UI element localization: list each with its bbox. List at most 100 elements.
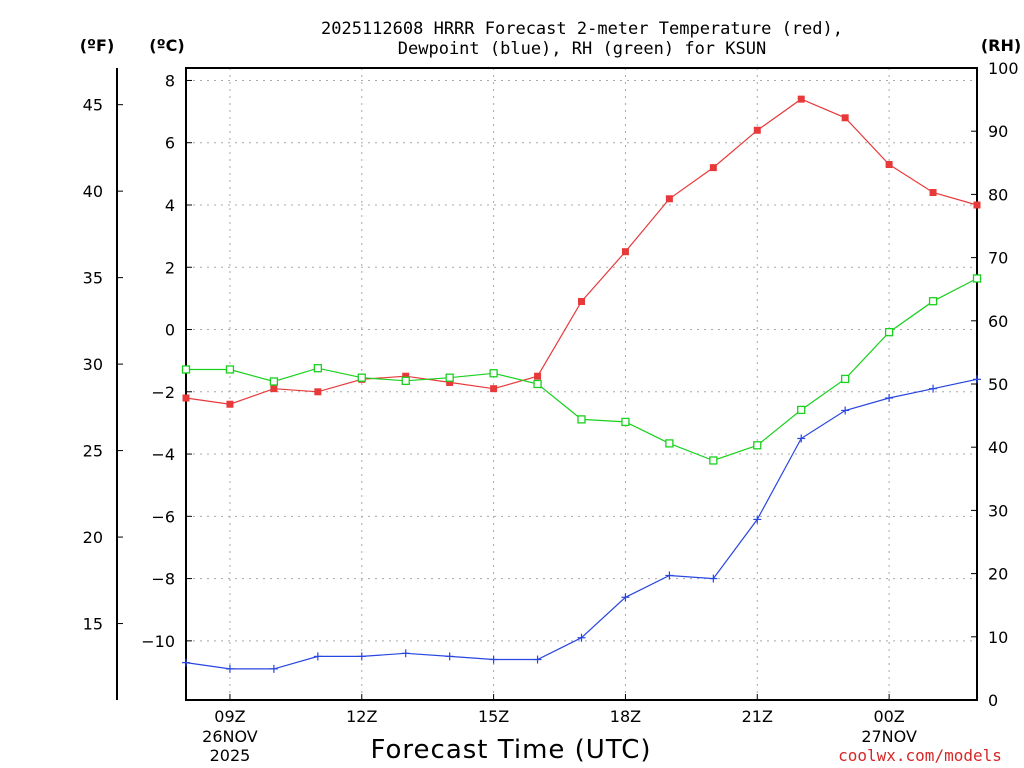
fahrenheit-tick-label: 25 bbox=[83, 442, 103, 461]
rh-point bbox=[577, 415, 586, 424]
rh-point bbox=[621, 417, 630, 427]
dewpoint-point bbox=[753, 515, 762, 524]
celsius-tick-label: −8 bbox=[151, 570, 175, 589]
rh-tick-label: 90 bbox=[988, 122, 1008, 141]
temperature-point bbox=[270, 385, 278, 393]
rh-line bbox=[186, 277, 978, 462]
temperature-point bbox=[709, 164, 717, 172]
temperature-point bbox=[226, 400, 234, 408]
dewpoint-point bbox=[489, 655, 498, 664]
celsius-tick-label: −2 bbox=[151, 383, 175, 402]
x-tick-label: 18Z bbox=[610, 707, 641, 726]
tick-labels: 86420−2−4−6−8−10454035302520150102030405… bbox=[83, 59, 1019, 765]
rh-point bbox=[665, 439, 674, 448]
rh-point bbox=[797, 405, 806, 415]
rh-point bbox=[445, 373, 454, 382]
temperature-point bbox=[402, 372, 410, 380]
fahrenheit-tick-label: 35 bbox=[83, 269, 103, 288]
x-tick-label: 12Z bbox=[346, 707, 377, 726]
rh-point bbox=[709, 456, 718, 465]
rh-point bbox=[928, 297, 938, 306]
temperature-series bbox=[182, 95, 981, 408]
temperature-point bbox=[621, 248, 629, 256]
temperature-point bbox=[797, 95, 805, 103]
x-tick-label: 09Z bbox=[214, 707, 245, 726]
temperature-point bbox=[578, 297, 585, 305]
temperature-point bbox=[534, 372, 542, 380]
chart-title-line-1: 2025112608 HRRR Forecast 2-meter Tempera… bbox=[321, 19, 843, 39]
rh-tick-label: 70 bbox=[988, 249, 1008, 268]
fahrenheit-unit-label: (ºF) bbox=[80, 36, 115, 55]
rh-point bbox=[489, 369, 498, 378]
dewpoint-point bbox=[445, 652, 454, 661]
credit-text: coolwx.com/models bbox=[838, 746, 1002, 765]
fahrenheit-tick-label: 30 bbox=[83, 355, 103, 374]
temperature-point bbox=[841, 114, 849, 122]
grid bbox=[186, 68, 977, 700]
x-axis-label: Forecast Time (UTC) bbox=[370, 735, 651, 765]
rh-tick-label: 80 bbox=[988, 185, 1008, 204]
plot-frame bbox=[185, 67, 978, 701]
rh-point bbox=[181, 365, 191, 374]
chart-title-line-2: Dewpoint (blue), RH (green) for KSUN bbox=[398, 39, 766, 59]
rh-point bbox=[269, 377, 279, 386]
dewpoint-point bbox=[225, 664, 234, 673]
dewpoint-point bbox=[533, 655, 542, 664]
rh-tick-label: 30 bbox=[988, 501, 1008, 520]
rh-point bbox=[753, 441, 762, 450]
rh-point bbox=[533, 379, 542, 389]
dewpoint-point bbox=[929, 384, 938, 393]
x-tick-date-label: 26NOV bbox=[202, 727, 258, 746]
rh-tick-label: 10 bbox=[988, 628, 1008, 647]
dewpoint-point bbox=[401, 649, 410, 658]
dewpoint-point bbox=[269, 664, 278, 673]
rh-series bbox=[181, 274, 982, 465]
temperature-point bbox=[182, 394, 190, 402]
rh-unit-label: (RH) bbox=[981, 36, 1021, 55]
dewpoint-point bbox=[797, 434, 806, 443]
series bbox=[181, 95, 982, 673]
celsius-tick-label: 2 bbox=[165, 258, 175, 277]
dewpoint-point bbox=[357, 652, 366, 661]
celsius-tick-label: 8 bbox=[165, 71, 175, 90]
x-tick-label: 00Z bbox=[873, 707, 904, 726]
fahrenheit-tick-label: 40 bbox=[83, 182, 103, 201]
dewpoint-point bbox=[841, 406, 850, 415]
x-tick-label: 15Z bbox=[478, 707, 509, 726]
fahrenheit-tick-label: 15 bbox=[83, 615, 103, 634]
x-tick-year-label: 2025 bbox=[210, 746, 251, 765]
temperature-point bbox=[885, 161, 893, 169]
rh-point bbox=[313, 364, 322, 373]
x-tick-label: 21Z bbox=[742, 707, 773, 726]
dewpoint-point bbox=[885, 394, 894, 403]
rh-tick-label: 60 bbox=[988, 312, 1008, 331]
rh-tick-label: 100 bbox=[988, 59, 1019, 78]
celsius-tick-label: 4 bbox=[165, 196, 175, 215]
dewpoint-point bbox=[973, 375, 981, 384]
rh-tick-label: 0 bbox=[988, 691, 998, 710]
dewpoint-point bbox=[182, 658, 190, 667]
rh-point bbox=[841, 374, 850, 384]
dewpoint-point bbox=[313, 652, 322, 661]
fahrenheit-tick-label: 45 bbox=[83, 96, 103, 115]
x-tick-date-label: 27NOV bbox=[861, 727, 917, 746]
temperature-point bbox=[490, 385, 498, 393]
celsius-unit-label: (ºC) bbox=[149, 36, 184, 55]
celsius-tick-label: −6 bbox=[151, 507, 175, 526]
dewpoint-point bbox=[621, 593, 630, 602]
celsius-tick-label: 0 bbox=[165, 321, 175, 340]
temperature-point bbox=[314, 388, 322, 396]
rh-tick-label: 50 bbox=[988, 375, 1008, 394]
rh-point bbox=[225, 365, 235, 374]
temperature-point bbox=[753, 126, 761, 134]
celsius-tick-label: −4 bbox=[151, 445, 175, 464]
temperature-line bbox=[185, 98, 978, 405]
fahrenheit-tick-label: 20 bbox=[83, 528, 103, 547]
dewpoint-point bbox=[665, 571, 674, 580]
dewpoint-series bbox=[182, 375, 981, 673]
celsius-tick-label: −10 bbox=[141, 632, 175, 651]
rh-point bbox=[357, 373, 366, 382]
rh-tick-label: 20 bbox=[988, 565, 1008, 584]
temperature-point bbox=[929, 189, 937, 197]
